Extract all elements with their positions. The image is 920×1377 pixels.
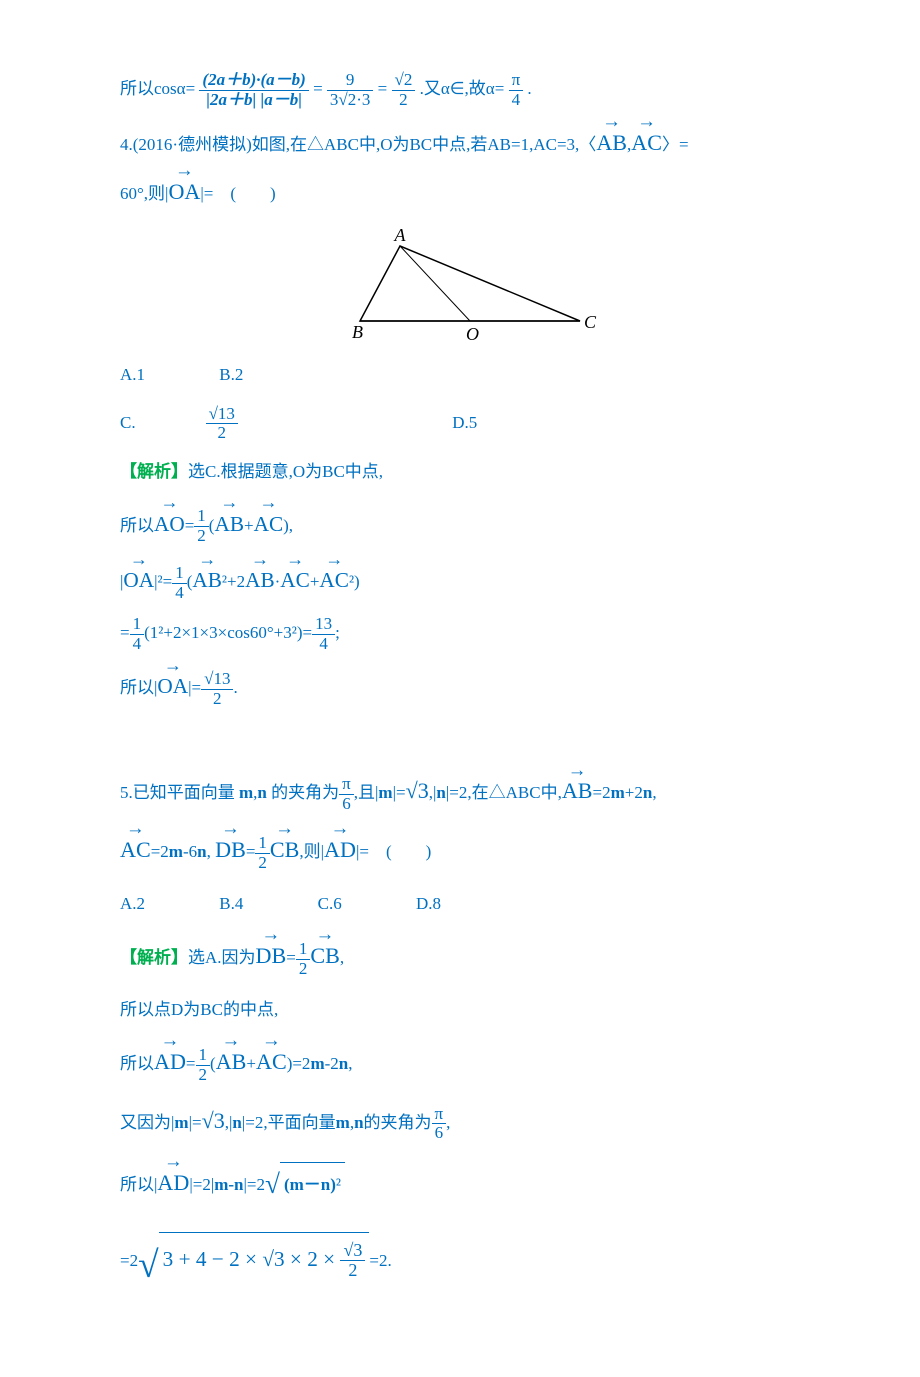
q5-solution-6: =2√3 + 4 − 2 × √3 × 2 × √32=2. <box>120 1225 800 1307</box>
vector-AB: AB <box>596 119 627 168</box>
solution-tag: 【解析】 <box>120 948 188 967</box>
frac: √2 2 <box>392 71 416 109</box>
option-d: D.8 <box>416 885 441 922</box>
text: 60°,则| <box>120 184 168 203</box>
text: |= ( ) <box>200 184 275 203</box>
option-c: C.√132 <box>120 404 378 443</box>
label-B: B <box>352 322 363 342</box>
text: = <box>313 79 323 98</box>
q5-options: A.2 B.4 C.6 D.8 <box>120 885 800 922</box>
line-cos-alpha: 所以cosα= (2a＋b)·(a－b) |2a＋b| |a－b| = 9 3√… <box>120 70 800 109</box>
option-a: A.1 <box>120 356 145 393</box>
label-C: C <box>584 312 597 332</box>
frac: 9 3√2·3 <box>327 71 374 109</box>
label-A: A <box>394 226 407 245</box>
vector-OA: OA <box>168 168 200 217</box>
q4-solution-2: 所以AO=12(AB+AC), <box>120 501 800 548</box>
option-a: A.2 <box>120 885 145 922</box>
solution-tag: 【解析】 <box>120 462 188 481</box>
q4-solution-5: 所以|OA|=√132. <box>120 663 800 710</box>
option-b: B.4 <box>219 885 243 922</box>
q5-solution-1: 【解析】选A.因为DB=12CB, <box>120 932 800 981</box>
text: = <box>378 79 388 98</box>
option-b: B.2 <box>219 356 243 393</box>
q4-options-row1: A.1 B.2 <box>120 356 800 393</box>
q4-stem: 4.(2016·德州模拟)如图,在△ABC中,O为BC中点,若AB=1,AC=3… <box>120 119 800 216</box>
vector-AC: AC <box>631 119 662 168</box>
radical-icon: √ <box>138 1245 159 1286</box>
text: . <box>527 79 531 98</box>
radical-icon: √ <box>265 1169 280 1199</box>
q5-solution-5: 所以|AD|=2|m-n|=2√(m－n)² <box>120 1155 800 1215</box>
label-O: O <box>466 324 479 344</box>
text: 所以cosα= <box>120 79 195 98</box>
q4-options-row2: C.√132 D.5 <box>120 404 800 443</box>
q5-solution-4: 又因为|m|=√3,|n|=2,平面向量m,n的夹角为π6, <box>120 1097 800 1146</box>
q4-solution-3: |OA|²=14(AB²+2AB·AC+AC²) <box>120 557 800 604</box>
text: .又α∈,故α= <box>420 79 505 98</box>
frac: π 4 <box>509 71 524 109</box>
frac: (2a＋b)·(a－b) |2a＋b| |a－b| <box>199 71 308 109</box>
q4-solution-4: =14(1²+2×1×3×cos60°+3²)=134; <box>120 614 800 653</box>
triangle-figure: A B O C <box>300 226 620 346</box>
q5-solution-3: 所以AD=12(AB+AC)=2m-2n, <box>120 1038 800 1087</box>
text: 〉= <box>662 135 689 154</box>
option-d: D.5 <box>452 404 477 441</box>
q5-stem-2: AC=2m-6n, DB=12CB,则|AD|= ( ) <box>120 826 800 875</box>
